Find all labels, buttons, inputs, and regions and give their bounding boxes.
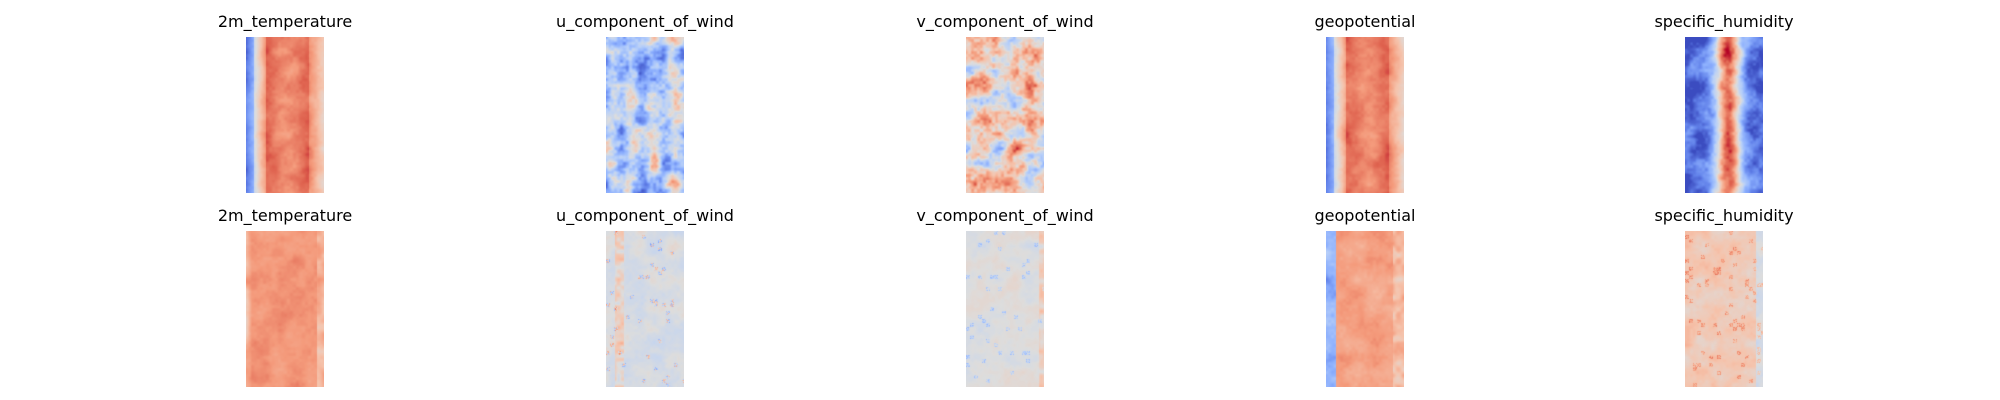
heatmap-v-wind-r2 (966, 231, 1044, 387)
heatmap-2m-temperature-r2 (246, 231, 324, 387)
heatmap-canvas (606, 231, 684, 387)
heatmap-specific-humidity-r2 (1685, 231, 1763, 387)
heatmap-geopotential-r2 (1326, 231, 1404, 387)
panel-title-r1-c5: specific_humidity (1654, 12, 1794, 31)
heatmap-u-wind-r2 (606, 231, 684, 387)
heatmap-canvas (246, 231, 324, 387)
panel-title-r1-c4: geopotential (1314, 12, 1416, 31)
heatmap-canvas (1685, 231, 1763, 387)
heatmap-canvas (606, 37, 684, 193)
panel-title-r2-c1: 2m_temperature (217, 206, 353, 225)
heatmap-canvas (1685, 37, 1763, 193)
heatmap-v-wind-r1 (966, 37, 1044, 193)
heatmap-2m-temperature-r1 (246, 37, 324, 193)
heatmap-canvas (246, 37, 324, 193)
panel-title-r2-c4: geopotential (1314, 206, 1416, 225)
heatmap-geopotential-r1 (1326, 37, 1404, 193)
heatmap-canvas (966, 231, 1044, 387)
panel-title-r1-c2: u_component_of_wind (556, 12, 734, 31)
heatmap-u-wind-r1 (606, 37, 684, 193)
panel-title-r1-c3: v_component_of_wind (916, 12, 1094, 31)
panel-title-r1-c1: 2m_temperature (217, 12, 353, 31)
panel-title-r2-c2: u_component_of_wind (556, 206, 734, 225)
heatmap-specific-humidity-r1 (1685, 37, 1763, 193)
panel-title-r2-c3: v_component_of_wind (916, 206, 1094, 225)
heatmap-canvas (966, 37, 1044, 193)
panel-title-r2-c5: specific_humidity (1654, 206, 1794, 225)
heatmap-canvas (1326, 37, 1404, 193)
heatmap-canvas (1326, 231, 1404, 387)
